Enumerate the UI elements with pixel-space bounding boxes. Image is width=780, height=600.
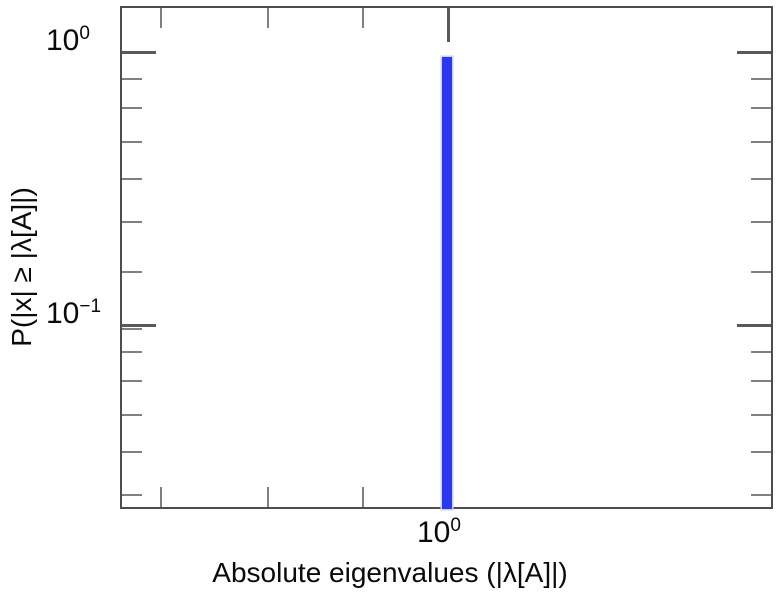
y-tick-label-10e-1: 10−1 xyxy=(46,296,102,330)
y-tick-right-minor-1 xyxy=(751,78,771,80)
y-tick-left-major-10e-1 xyxy=(122,324,156,327)
x-tick-bottom-minor-1 xyxy=(160,487,162,507)
y-tick-right-minor-8 xyxy=(751,380,771,382)
y-tick-left-minor-3 xyxy=(122,141,142,143)
x-tick-top-minor-2 xyxy=(267,8,269,28)
y-tick-left-minor-12 xyxy=(122,494,142,496)
y-tick-right-minor-10 xyxy=(751,451,771,453)
x-axis-title: Absolute eigenvalues (|λ[A]|) xyxy=(212,557,568,588)
x-tick-bottom-minor-3 xyxy=(362,487,364,507)
y-tick-right-minor-11 xyxy=(751,494,771,496)
y-tick-left-major-10e0 xyxy=(122,51,156,54)
y-tick-right-minor-6 xyxy=(751,271,771,273)
y-tick-right-minor-5 xyxy=(751,221,771,223)
y-tick-left-minor-7 xyxy=(122,328,142,330)
y-tick-label-10e0: 100 xyxy=(46,23,90,57)
x-tick-top-minor-1 xyxy=(160,8,162,28)
y-tick-left-minor-8 xyxy=(122,351,142,353)
y-axis-title: P(|x| ≥ |λ[A]|) xyxy=(6,187,37,347)
y-tick-right-minor-7 xyxy=(751,351,771,353)
x-tick-top-major-10e0 xyxy=(447,8,450,42)
y-tick-right-minor-4 xyxy=(751,178,771,180)
x-tick-top-minor-3 xyxy=(362,8,364,28)
y-tick-left-minor-6 xyxy=(122,271,142,273)
y-tick-left-minor-2 xyxy=(122,107,142,109)
y-tick-right-major-10e-1 xyxy=(737,324,771,327)
y-tick-left-minor-1 xyxy=(122,78,142,80)
y-tick-right-minor-9 xyxy=(751,414,771,416)
y-tick-left-minor-5 xyxy=(122,221,142,223)
y-tick-left-minor-4 xyxy=(122,178,142,180)
y-tick-right-minor-2 xyxy=(751,107,771,109)
data-series-ccdf-line xyxy=(442,57,452,509)
y-tick-left-minor-9 xyxy=(122,380,142,382)
y-tick-right-major-10e0 xyxy=(737,51,771,54)
x-tick-bottom-minor-2 xyxy=(267,487,269,507)
y-tick-left-minor-11 xyxy=(122,451,142,453)
y-tick-right-minor-3 xyxy=(751,141,771,143)
plot-area xyxy=(120,6,773,509)
x-tick-label-10e0: 100 xyxy=(417,515,461,549)
y-tick-left-minor-10 xyxy=(122,414,142,416)
